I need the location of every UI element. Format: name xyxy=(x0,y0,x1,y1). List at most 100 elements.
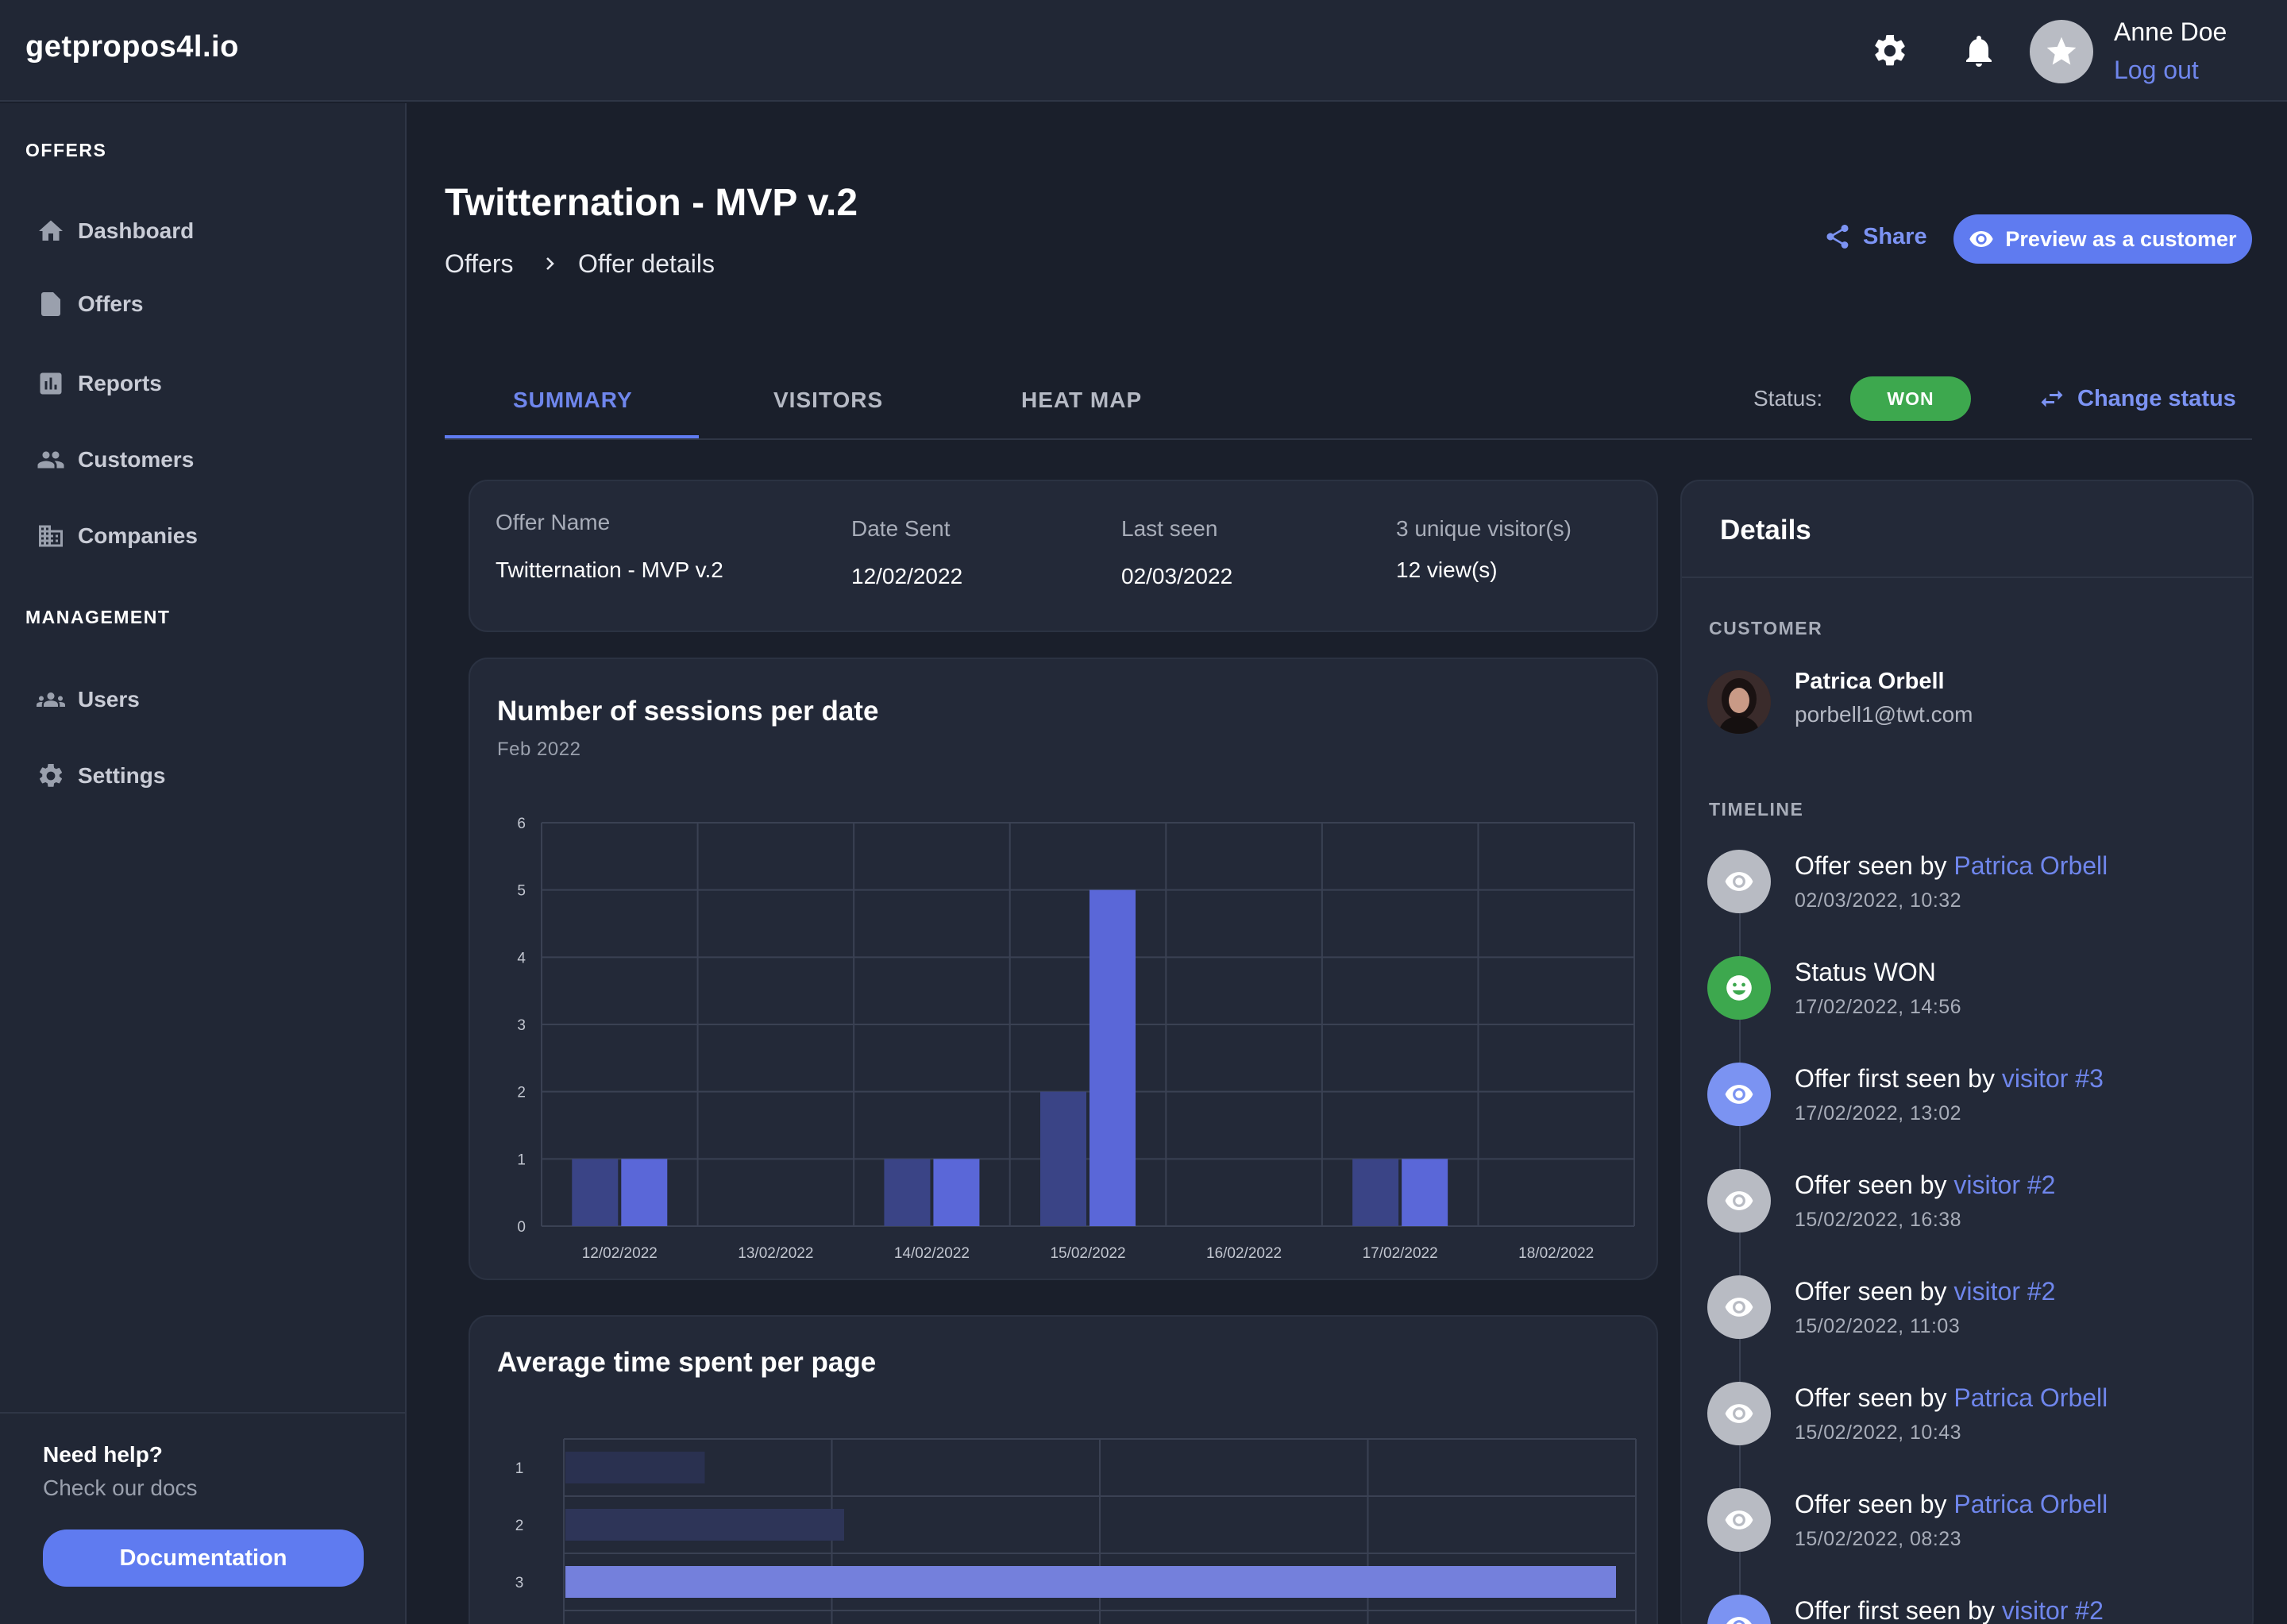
offer-name-value: Twitternation - MVP v.2 xyxy=(496,557,723,582)
chart-bar[interactable] xyxy=(565,1509,844,1541)
eye-icon xyxy=(1725,1085,1753,1104)
unique-visitors: 3 unique visitor(s) xyxy=(1396,516,1572,541)
timeline-event-label: Offer seen by xyxy=(1795,1490,1947,1518)
top-bar: getpropos4l.io Anne Doe Log out xyxy=(0,0,2287,102)
documentation-button[interactable]: Documentation xyxy=(43,1529,364,1587)
tab-heat-map[interactable]: HEAT MAP xyxy=(1021,388,1143,412)
sidebar-item-reports[interactable]: Reports xyxy=(37,364,162,403)
help-title: Need help? xyxy=(43,1442,163,1467)
settings-gear-icon[interactable] xyxy=(1871,32,1909,70)
x-tick-label: 18/02/2022 xyxy=(1518,1245,1594,1262)
y-tick-label: 1 xyxy=(515,1460,524,1477)
timeline-event-label: Offer seen by xyxy=(1795,1171,1947,1199)
user-avatar[interactable] xyxy=(2030,20,2093,83)
timeline-item: Offer seen by Patrica Orbell 15/02/2022, … xyxy=(1707,1488,2247,1568)
eye-icon xyxy=(1725,1404,1753,1423)
timeline-event-label: Status WON xyxy=(1795,958,1936,986)
y-tick-label: 3 xyxy=(517,1017,526,1034)
sidebar-item-label: Users xyxy=(78,687,140,712)
timeline-visitor-link[interactable]: visitor #3 xyxy=(2001,1064,2104,1093)
avg-time-chart-card: Average time spent per page 1 2 3 xyxy=(469,1315,1658,1624)
timeline-text: Offer seen by Patrica Orbell xyxy=(1795,1490,2108,1519)
tab-visitors[interactable]: VISITORS xyxy=(773,388,884,412)
y-tick-label: 4 xyxy=(517,950,526,966)
timeline-visitor-link[interactable]: visitor #2 xyxy=(2001,1596,2104,1624)
eye-icon xyxy=(1725,1510,1753,1529)
change-status-button[interactable]: Change status xyxy=(2038,384,2236,413)
timeline-dot xyxy=(1707,850,1771,913)
views-count: 12 view(s) xyxy=(1396,557,1498,582)
sidebar-item-dashboard[interactable]: Dashboard xyxy=(37,211,194,251)
chevron-right-icon xyxy=(546,257,554,270)
chart-bar[interactable] xyxy=(565,1452,705,1483)
timeline-event-label: Offer seen by xyxy=(1795,1383,1947,1412)
timeline-visitor-link[interactable]: Patrica Orbell xyxy=(1953,1383,2108,1412)
avg-time-bar-chart: 1 2 3 xyxy=(515,1438,1637,1624)
tab-summary[interactable]: SUMMARY xyxy=(513,388,633,412)
eye-icon xyxy=(1726,1617,1752,1624)
star-icon xyxy=(2046,37,2077,65)
sidebar-item-customers[interactable]: Customers xyxy=(37,440,194,480)
customer-avatar[interactable] xyxy=(1707,670,1771,734)
chart-bar[interactable] xyxy=(933,1159,980,1226)
sessions-bar-chart: 0 1 2 3 4 5 6 12/02/2022 13/02/2022 14/02/2022 15/… xyxy=(517,816,1635,1262)
timeline-timestamp: 17/02/2022, 14:56 xyxy=(1795,996,1962,1018)
notifications-bell-icon[interactable] xyxy=(1960,32,1998,70)
page-title: Twitternation - MVP v.2 xyxy=(445,182,858,224)
preview-as-customer-button[interactable]: Preview as a customer xyxy=(1953,214,2252,264)
timeline-event-label: Offer seen by xyxy=(1795,851,1947,880)
customer-section-label: CUSTOMER xyxy=(1709,618,1823,638)
timeline-dot xyxy=(1707,1275,1771,1339)
sidebar-item-label: Offers xyxy=(78,291,144,316)
timeline-item: Offer first seen by visitor #2 xyxy=(1707,1595,2247,1624)
details-panel: Details CUSTOMER Patrica Orbell porbell1… xyxy=(1680,480,2254,1624)
timeline-visitor-link[interactable]: Patrica Orbell xyxy=(1953,851,2108,880)
app-logo[interactable]: getpropos4l.io xyxy=(25,30,239,64)
y-tick-label: 0 xyxy=(517,1219,526,1236)
chart-bar[interactable] xyxy=(572,1159,619,1226)
chart-bar[interactable] xyxy=(1090,889,1136,1226)
timeline-item: Offer seen by visitor #2 15/02/2022, 11:0… xyxy=(1707,1275,2247,1355)
logout-link[interactable]: Log out xyxy=(2114,56,2199,84)
sidebar-item-label: Companies xyxy=(78,523,198,548)
chart-bar[interactable] xyxy=(565,1566,1616,1598)
breadcrumb-offers[interactable]: Offers xyxy=(445,249,514,278)
change-status-label: Change status xyxy=(2077,385,2236,411)
timeline-text: Offer first seen by visitor #2 xyxy=(1795,1596,2104,1624)
status-label: Status: xyxy=(1753,386,1823,411)
sidebar-item-settings[interactable]: Settings xyxy=(37,756,165,796)
sidebar-divider xyxy=(0,1412,405,1414)
timeline-dot xyxy=(1707,1595,1771,1624)
timeline-dot xyxy=(1707,956,1771,1020)
timeline-timestamp: 15/02/2022, 11:03 xyxy=(1795,1315,1961,1337)
people-icon xyxy=(37,451,64,469)
timeline-visitor-link[interactable]: visitor #2 xyxy=(1953,1171,2056,1199)
eye-icon xyxy=(1725,1298,1753,1317)
last-seen-label: Last seen xyxy=(1121,516,1218,541)
sidebar-item-offers[interactable]: Offers xyxy=(37,284,143,324)
sidebar-item-companies[interactable]: Companies xyxy=(37,516,198,556)
timeline-dot xyxy=(1707,1063,1771,1126)
chart-bar[interactable] xyxy=(1402,1159,1448,1226)
timeline-item: Status WON 17/02/2022, 14:56 xyxy=(1707,956,2247,1036)
chart-bar[interactable] xyxy=(884,1159,931,1226)
sidebar-item-users[interactable]: Users xyxy=(37,680,140,719)
share-button[interactable]: Share xyxy=(1823,222,1927,251)
timeline-timestamp: 15/02/2022, 08:23 xyxy=(1795,1528,1962,1550)
x-tick-label: 16/02/2022 xyxy=(1206,1245,1282,1262)
home-icon xyxy=(39,220,63,241)
timeline-item: Offer seen by Patrica Orbell 02/03/2022, … xyxy=(1707,850,2247,929)
timeline-visitor-link[interactable]: visitor #2 xyxy=(1953,1277,2056,1306)
timeline-dot xyxy=(1707,1169,1771,1232)
chart-bar[interactable] xyxy=(1352,1159,1399,1226)
chart-bar[interactable] xyxy=(621,1159,668,1226)
timeline-dot xyxy=(1707,1382,1771,1445)
timeline-visitor-link[interactable]: Patrica Orbell xyxy=(1953,1490,2108,1518)
customer-name[interactable]: Patrica Orbell xyxy=(1795,669,1945,694)
timeline-event-label: Offer first seen by xyxy=(1795,1064,1995,1093)
sessions-chart-title: Number of sessions per date xyxy=(497,696,879,727)
timeline-text: Offer seen by Patrica Orbell xyxy=(1795,851,2108,881)
customer-email: porbell1@twt.com xyxy=(1795,702,1973,727)
chart-bar[interactable] xyxy=(1040,1091,1086,1226)
timeline-item: Offer first seen by visitor #3 17/02/2022… xyxy=(1707,1063,2247,1142)
